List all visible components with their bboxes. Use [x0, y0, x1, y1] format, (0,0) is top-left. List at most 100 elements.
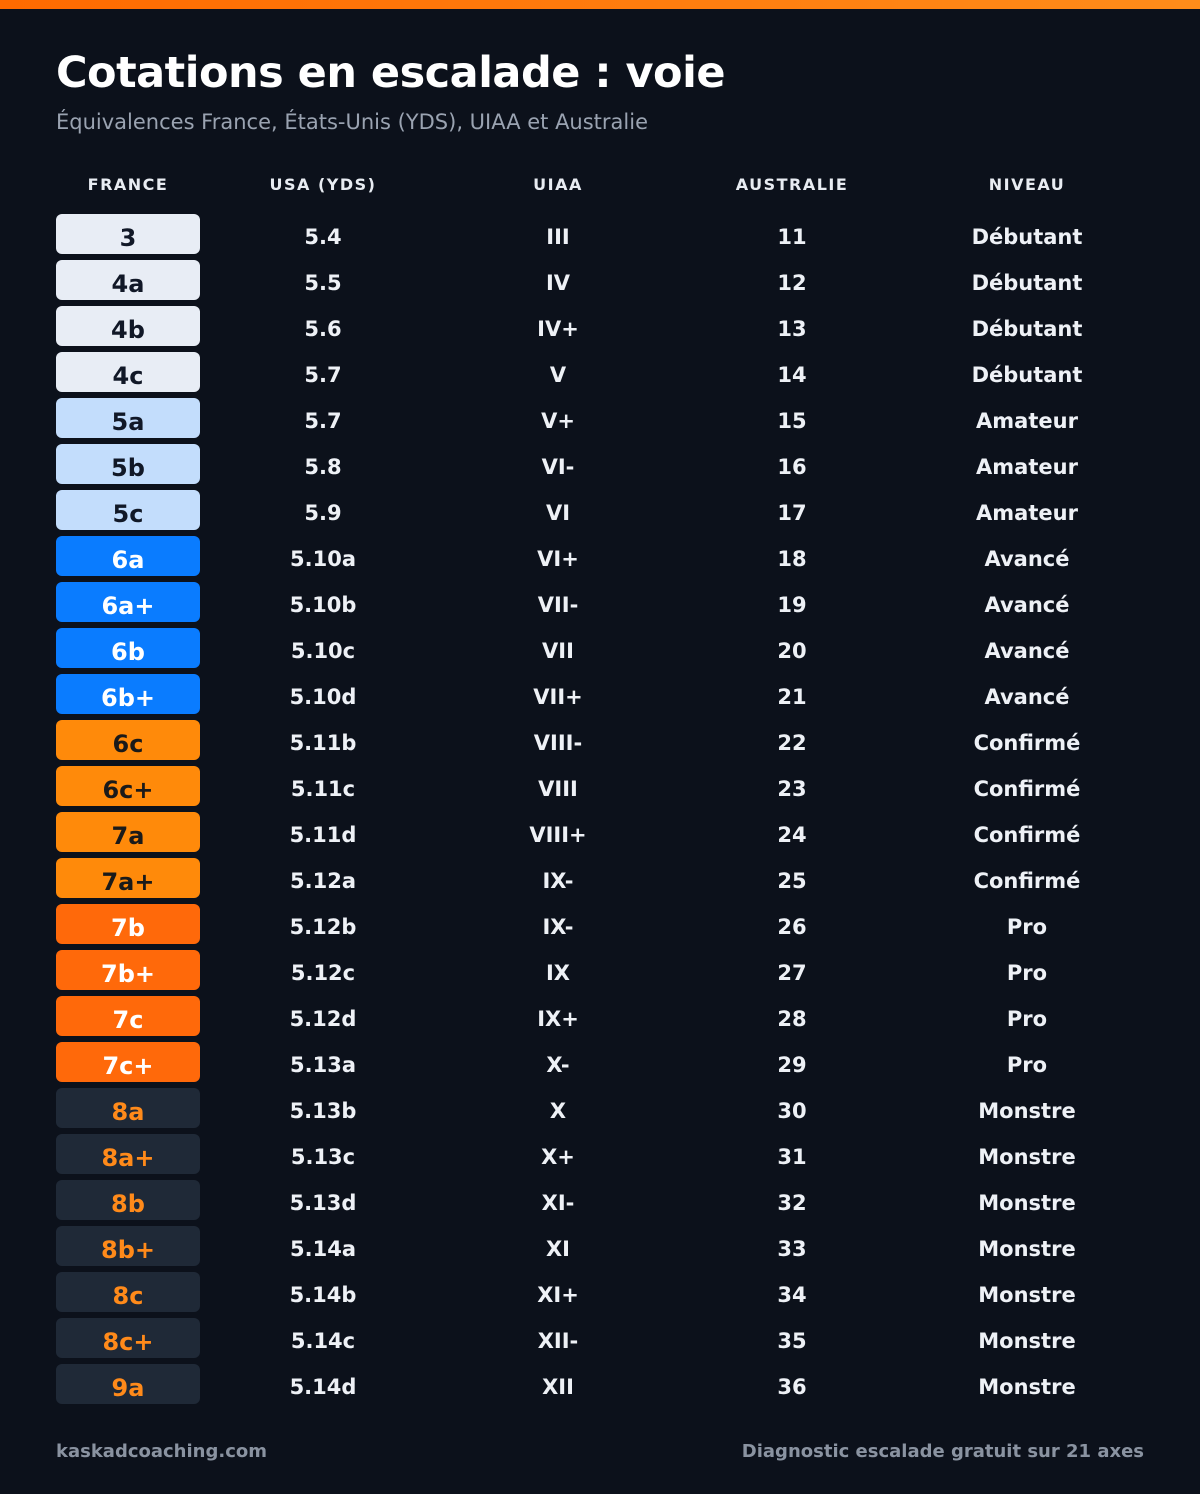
- table-cell: Avancé: [984, 685, 1070, 709]
- table-cell: Confirmé: [973, 869, 1081, 893]
- table-cell: 5.13a: [290, 1053, 356, 1077]
- subtitle: Équivalences France, États-Unis (YDS), U…: [56, 110, 649, 134]
- grade-badge: 8b+: [56, 1226, 200, 1266]
- table-cell: 5.11b: [289, 731, 357, 755]
- grade-badge: 7c: [56, 996, 200, 1036]
- table-cell: 5.7: [304, 363, 342, 387]
- table-cell: IX-: [542, 869, 574, 893]
- grade-badge: 9a: [56, 1364, 200, 1404]
- table-cell: 5.12a: [290, 869, 356, 893]
- table-cell: 5.12d: [289, 1007, 357, 1031]
- column-header: USA (YDS): [269, 175, 377, 194]
- grade-badge: 6b: [56, 628, 200, 668]
- table-cell: Monstre: [978, 1329, 1076, 1353]
- grade-badge: 4b: [56, 306, 200, 346]
- top-bar: [0, 0, 1200, 9]
- table-cell: VIII+: [529, 823, 587, 847]
- table-cell: XI+: [537, 1283, 579, 1307]
- table-cell: 26: [777, 915, 807, 939]
- table-cell: 36: [777, 1375, 807, 1399]
- grade-badge: 3: [56, 214, 200, 254]
- table-cell: 28: [777, 1007, 807, 1031]
- table-cell: Pro: [1006, 1007, 1048, 1031]
- table-cell: 23: [777, 777, 807, 801]
- grade-badge: 5a: [56, 398, 200, 438]
- table-cell: 34: [777, 1283, 807, 1307]
- grade-badge: 7b: [56, 904, 200, 944]
- table-cell: Monstre: [978, 1191, 1076, 1215]
- table-cell: V+: [541, 409, 575, 433]
- column-header: AUSTRALIE: [735, 175, 849, 194]
- table-cell: 5.8: [304, 455, 342, 479]
- table-cell: Amateur: [976, 455, 1078, 479]
- table-cell: 5.12b: [289, 915, 357, 939]
- table-cell: 5.6: [304, 317, 342, 341]
- grade-badge: 7a: [56, 812, 200, 852]
- grade-badge: 8c+: [56, 1318, 200, 1358]
- table-cell: Monstre: [978, 1099, 1076, 1123]
- table-cell: 15: [777, 409, 807, 433]
- table-cell: X+: [541, 1145, 575, 1169]
- grade-badge: 8b: [56, 1180, 200, 1220]
- table-cell: 5.14a: [290, 1237, 356, 1261]
- table-cell: 29: [777, 1053, 807, 1077]
- table-cell: VI: [545, 501, 571, 525]
- table-cell: IV+: [537, 317, 579, 341]
- grade-badge: 8c: [56, 1272, 200, 1312]
- table-cell: 5.13d: [289, 1191, 357, 1215]
- table-cell: Pro: [1006, 1053, 1048, 1077]
- table-cell: 33: [777, 1237, 807, 1261]
- table-cell: Amateur: [976, 409, 1078, 433]
- table-cell: 24: [777, 823, 807, 847]
- table-cell: Avancé: [984, 547, 1070, 571]
- table-cell: XI-: [541, 1191, 575, 1215]
- grade-badge: 6c: [56, 720, 200, 760]
- table-cell: 5.10a: [290, 547, 356, 571]
- grade-badge: 6a+: [56, 582, 200, 622]
- table-cell: Confirmé: [973, 823, 1081, 847]
- table-cell: 5.13c: [290, 1145, 356, 1169]
- table-cell: 5.14d: [289, 1375, 357, 1399]
- table-cell: Confirmé: [973, 731, 1081, 755]
- column-header: NIVEAU: [988, 175, 1066, 194]
- table-cell: VIII-: [533, 731, 583, 755]
- table-cell: 17: [777, 501, 807, 525]
- table-cell: X-: [546, 1053, 570, 1077]
- table-cell: 16: [777, 455, 807, 479]
- table-cell: Confirmé: [973, 777, 1081, 801]
- table-cell: 5.5: [304, 271, 342, 295]
- table-cell: 5.10d: [289, 685, 357, 709]
- table-cell: Monstre: [978, 1145, 1076, 1169]
- table-cell: IX+: [537, 1007, 579, 1031]
- grade-badge: 5b: [56, 444, 200, 484]
- table-cell: XII: [542, 1375, 574, 1399]
- table-cell: 5.10b: [289, 593, 357, 617]
- table-cell: Débutant: [971, 225, 1083, 249]
- table-cell: XII-: [537, 1329, 579, 1353]
- grade-badge: 4c: [56, 352, 200, 392]
- column-header: UIAA: [533, 175, 583, 194]
- table-cell: 31: [777, 1145, 807, 1169]
- table-cell: VII: [542, 639, 574, 663]
- table-cell: 5.13b: [289, 1099, 357, 1123]
- grade-badge: 7c+: [56, 1042, 200, 1082]
- table-cell: 14: [777, 363, 807, 387]
- grade-badge: 8a+: [56, 1134, 200, 1174]
- table-cell: Monstre: [978, 1237, 1076, 1261]
- table-cell: Pro: [1006, 915, 1048, 939]
- grade-badge: 8a: [56, 1088, 200, 1128]
- table-cell: Débutant: [971, 271, 1083, 295]
- table-cell: VI-: [541, 455, 575, 479]
- grade-badge: 6a: [56, 536, 200, 576]
- table-cell: 35: [777, 1329, 807, 1353]
- table-cell: 5.7: [304, 409, 342, 433]
- table-cell: Avancé: [984, 593, 1070, 617]
- table-cell: X: [549, 1099, 567, 1123]
- table-cell: 12: [777, 271, 807, 295]
- table-cell: VII-: [537, 593, 579, 617]
- table-cell: Pro: [1006, 961, 1048, 985]
- table-cell: 21: [777, 685, 807, 709]
- table-cell: VIII: [538, 777, 578, 801]
- title: Cotations en escalade : voie: [56, 48, 726, 98]
- table-cell: 19: [777, 593, 807, 617]
